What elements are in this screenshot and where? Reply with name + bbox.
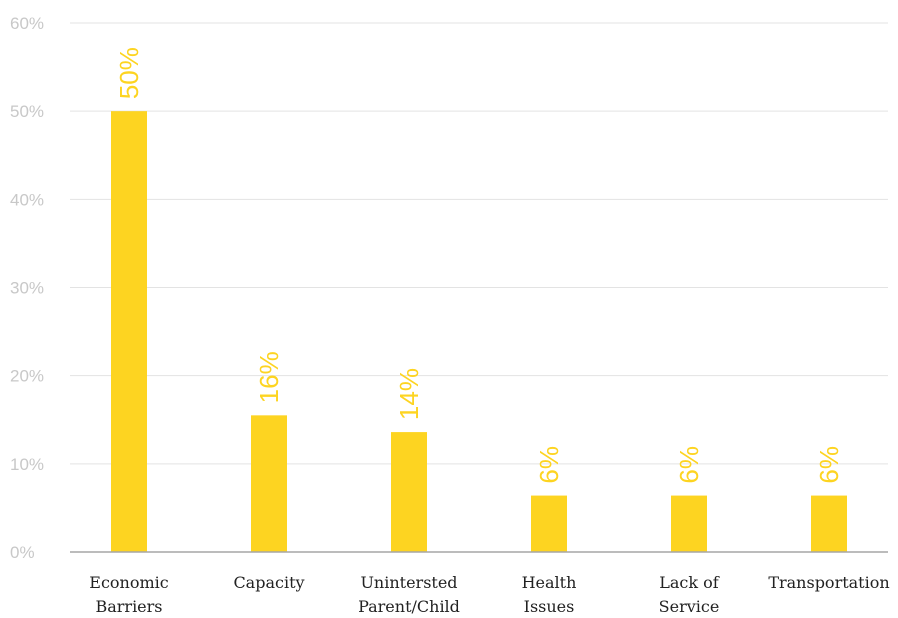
category-label-line: Capacity bbox=[233, 573, 304, 592]
y-tick-label: 60% bbox=[10, 14, 44, 33]
bar bbox=[811, 495, 847, 552]
data-label: 16% bbox=[254, 351, 284, 403]
y-axis-tick-labels: 0% 10% 20% 30% 40% 50% 60% bbox=[10, 14, 44, 562]
y-tick-label: 20% bbox=[10, 367, 44, 386]
bars bbox=[111, 111, 847, 553]
category-label-line: Barriers bbox=[95, 597, 162, 616]
bar bbox=[111, 111, 147, 553]
y-tick-label: 40% bbox=[10, 190, 44, 209]
data-label: 14% bbox=[394, 368, 424, 420]
data-label: 6% bbox=[814, 446, 844, 484]
y-tick-label: 0% bbox=[10, 543, 35, 562]
category-label-line: Issues bbox=[524, 597, 575, 616]
category-label-line: Parent/Child bbox=[358, 597, 460, 616]
bar bbox=[671, 495, 707, 552]
category-label: Economic Barriers bbox=[89, 573, 169, 616]
bar bbox=[251, 415, 287, 552]
data-label: 6% bbox=[674, 446, 704, 484]
category-label-line: Unintersted bbox=[360, 573, 457, 592]
data-label: 50% bbox=[114, 47, 144, 99]
data-label: 6% bbox=[534, 446, 564, 484]
category-label: Health Issues bbox=[522, 573, 577, 616]
category-label: Lack of Service bbox=[659, 573, 720, 616]
y-tick-label: 30% bbox=[10, 279, 44, 298]
category-label-line: Health bbox=[522, 573, 577, 592]
x-axis-category-labels: Economic Barriers Capacity Unintersted Paren… bbox=[89, 573, 889, 616]
bar bbox=[391, 432, 427, 552]
category-label-line: Economic bbox=[89, 573, 169, 592]
category-label-line: Lack of bbox=[659, 573, 720, 592]
category-label: Transportation bbox=[768, 573, 889, 592]
data-labels: 50% 16% 14% 6% 6% 6% bbox=[114, 47, 844, 483]
bar bbox=[531, 495, 567, 552]
category-label-line: Service bbox=[659, 597, 720, 616]
category-label-line: Transportation bbox=[768, 573, 889, 592]
category-label: Capacity bbox=[233, 573, 304, 592]
y-tick-label: 50% bbox=[10, 102, 44, 121]
gridlines bbox=[70, 22, 888, 465]
category-label: Unintersted Parent/Child bbox=[358, 573, 460, 616]
y-tick-label: 10% bbox=[10, 455, 44, 474]
